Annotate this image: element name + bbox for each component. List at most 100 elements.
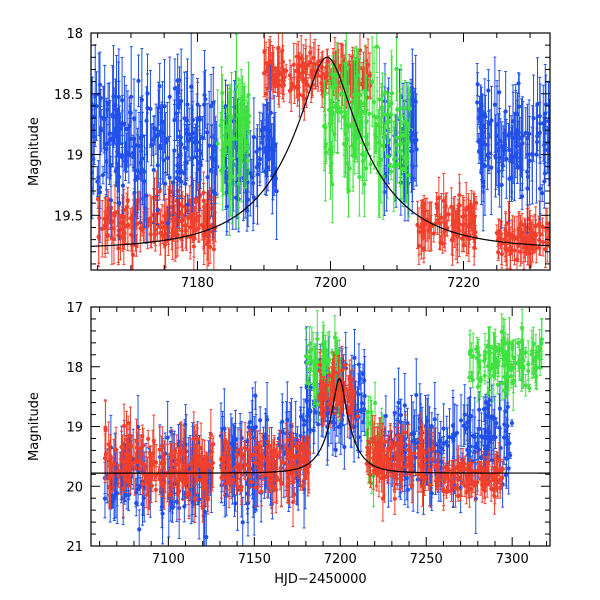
data-point bbox=[158, 129, 163, 134]
data-point bbox=[395, 107, 400, 113]
data-point bbox=[400, 166, 406, 172]
data-point bbox=[446, 212, 451, 217]
data-point bbox=[496, 169, 501, 174]
data-point bbox=[296, 74, 301, 79]
data-point bbox=[365, 62, 371, 67]
data-point bbox=[357, 174, 362, 180]
data-point bbox=[336, 105, 342, 111]
data-point bbox=[342, 141, 347, 147]
data-point bbox=[453, 219, 458, 224]
data-point bbox=[257, 161, 262, 167]
data-point bbox=[461, 222, 466, 227]
data-point bbox=[388, 112, 394, 117]
data-point bbox=[227, 100, 232, 105]
data-point bbox=[516, 81, 521, 86]
data-point bbox=[187, 132, 192, 137]
data-point bbox=[91, 157, 96, 162]
data-point bbox=[177, 152, 182, 158]
data-point bbox=[194, 155, 199, 160]
x-tick-label: 7220 bbox=[447, 276, 480, 291]
data-point bbox=[538, 121, 543, 126]
data-point bbox=[172, 86, 178, 91]
data-points-top bbox=[91, 33, 550, 270]
data-point bbox=[102, 223, 108, 228]
data-point bbox=[416, 243, 421, 249]
data-point bbox=[481, 184, 486, 189]
data-point bbox=[114, 166, 119, 172]
data-point bbox=[268, 110, 273, 115]
data-point bbox=[287, 73, 293, 78]
data-point bbox=[323, 141, 328, 146]
data-point bbox=[521, 245, 527, 250]
data-point bbox=[398, 149, 403, 155]
data-point bbox=[535, 102, 540, 107]
data-point bbox=[229, 156, 234, 161]
data-point bbox=[211, 100, 216, 105]
data-point bbox=[197, 148, 202, 153]
data-point bbox=[207, 143, 212, 148]
data-point bbox=[483, 142, 488, 147]
data-point bbox=[492, 102, 497, 107]
data-point bbox=[248, 171, 253, 176]
data-point bbox=[479, 170, 484, 175]
data-point bbox=[115, 180, 120, 185]
data-point bbox=[503, 109, 508, 114]
data-point bbox=[223, 104, 228, 109]
data-point bbox=[189, 84, 194, 89]
data-point bbox=[183, 181, 188, 186]
data-point bbox=[193, 199, 198, 204]
data-point bbox=[540, 224, 545, 229]
data-point bbox=[131, 154, 136, 160]
data-point bbox=[412, 132, 418, 138]
data-point bbox=[423, 222, 428, 227]
y-axis-label: Magnitude bbox=[27, 117, 42, 186]
data-point bbox=[405, 121, 410, 126]
data-point bbox=[95, 197, 101, 202]
data-point bbox=[443, 203, 448, 208]
data-point bbox=[316, 58, 321, 64]
data-point bbox=[112, 210, 118, 215]
data-point bbox=[236, 113, 241, 118]
data-point bbox=[476, 149, 482, 154]
data-point bbox=[165, 136, 170, 142]
data-point bbox=[400, 133, 406, 138]
data-point bbox=[514, 144, 519, 149]
data-point bbox=[431, 231, 436, 236]
data-point bbox=[475, 100, 480, 105]
data-point bbox=[512, 236, 517, 241]
data-point bbox=[185, 202, 191, 207]
data-point bbox=[349, 123, 354, 128]
data-point bbox=[161, 158, 166, 163]
data-point bbox=[334, 73, 339, 78]
panel-bottom: 7100 7150 7200 7250 73001718192021MagnitudeH… bbox=[27, 301, 551, 587]
data-point bbox=[360, 77, 366, 82]
data-point bbox=[439, 215, 444, 220]
data-point bbox=[251, 135, 256, 140]
data-point bbox=[105, 216, 110, 221]
data-point bbox=[475, 82, 480, 87]
data-point bbox=[120, 183, 126, 188]
data-point bbox=[190, 131, 195, 136]
data-point bbox=[409, 149, 414, 154]
data-point bbox=[116, 228, 121, 233]
data-point bbox=[196, 226, 201, 231]
data-point bbox=[97, 82, 103, 87]
data-point bbox=[189, 156, 195, 161]
data-point bbox=[476, 115, 481, 121]
data-point bbox=[506, 221, 511, 226]
y-tick-label: 18 bbox=[66, 27, 83, 42]
data-point bbox=[362, 182, 367, 187]
data-point bbox=[510, 160, 515, 165]
data-point bbox=[250, 181, 256, 186]
data-point bbox=[177, 102, 182, 107]
data-point bbox=[472, 215, 477, 220]
data-point bbox=[294, 54, 299, 59]
data-point bbox=[379, 106, 384, 111]
data-point bbox=[536, 222, 541, 227]
data-point bbox=[455, 225, 460, 230]
data-point bbox=[402, 119, 407, 124]
data-point bbox=[279, 66, 285, 71]
data-point bbox=[162, 104, 167, 109]
data-point bbox=[406, 173, 412, 178]
data-point bbox=[189, 220, 195, 226]
